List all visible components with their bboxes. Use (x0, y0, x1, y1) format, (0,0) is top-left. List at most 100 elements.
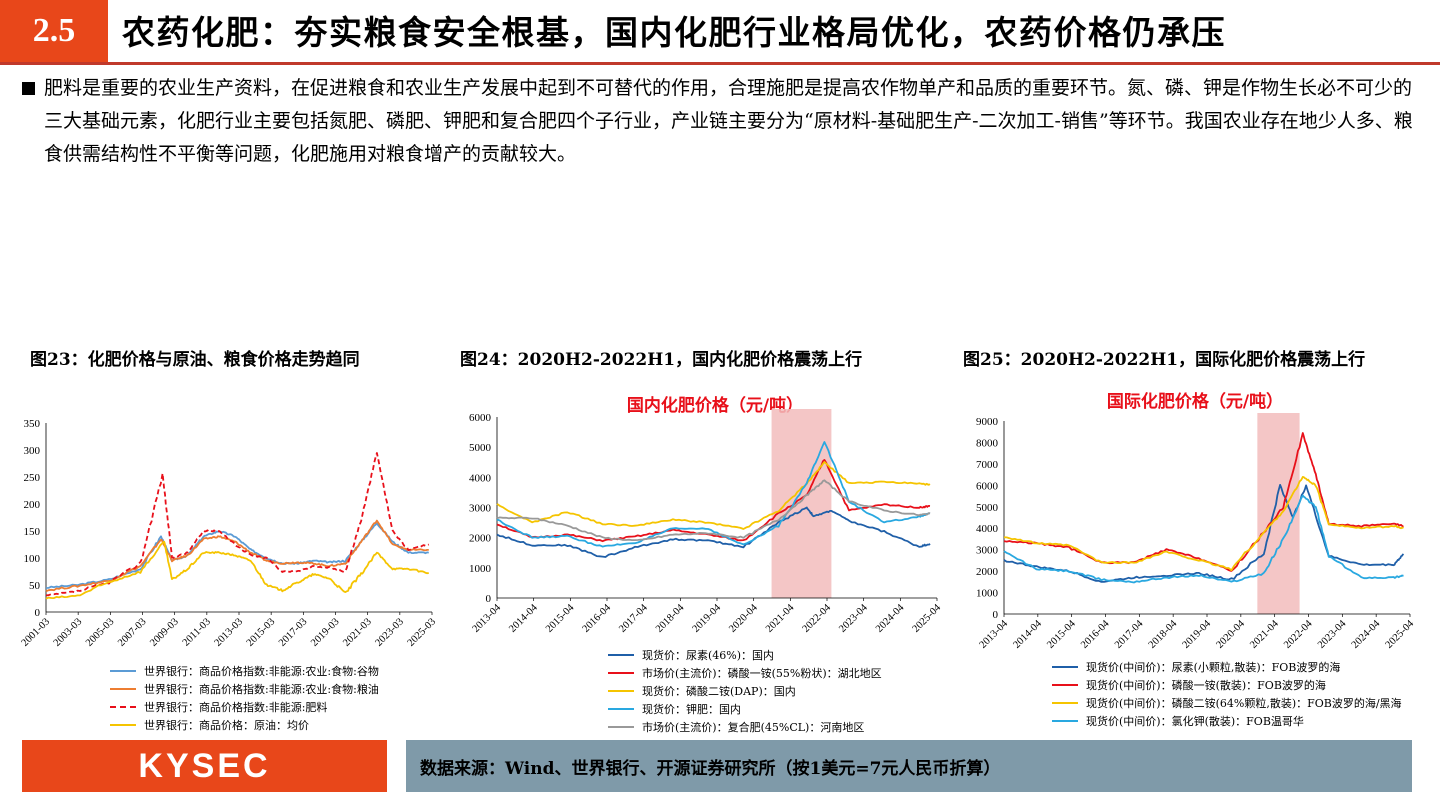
legend-label: 世界银行：商品价格指数:非能源:肥料 (144, 701, 328, 714)
legend-swatch (608, 708, 634, 710)
legend-item: 世界银行：商品价格指数:非能源:肥料 (110, 698, 379, 716)
legend-swatch (110, 724, 136, 726)
legend-item: 世界银行：商品价格指数:非能源:农业:食物:谷物 (110, 662, 379, 680)
y-tick-label: 0 (35, 607, 41, 619)
y-tick-label: 3000 (976, 545, 999, 557)
legend-item: 世界银行：商品价格：原油：均价 (110, 716, 379, 734)
x-tick-label: 2024-04 (1350, 618, 1383, 651)
x-tick-label: 2020-04 (727, 602, 760, 635)
y-tick-label: 6000 (469, 412, 492, 424)
y-tick-label: 6000 (976, 480, 999, 492)
y-tick-label: 250 (24, 472, 41, 484)
y-tick-label: 8000 (976, 437, 999, 449)
x-tick-label: 2009-03 (148, 616, 181, 649)
legend-swatch (608, 654, 634, 656)
x-tick-label: 2021-03 (341, 616, 374, 649)
x-tick-label: 2007-03 (116, 616, 149, 649)
y-tick-label: 2000 (469, 533, 492, 545)
x-tick-label: 2019-03 (309, 616, 342, 649)
legend-label: 现货价(中间价)：氯化钾(散装)：FOB温哥华 (1086, 715, 1304, 728)
legend-swatch (110, 688, 136, 690)
x-tick-label: 2023-03 (373, 616, 406, 649)
series-line-4 (496, 441, 931, 548)
page-header: 2.5 农药化肥：夯实粮食安全根基，国内化肥行业格局优化，农药价格仍承压 (0, 0, 1440, 62)
legend-label: 现货价(中间价)：尿素(小颗粒,散装)：FOB波罗的海 (1086, 661, 1341, 674)
series-line-1 (1003, 484, 1405, 583)
y-tick-label: 50 (29, 580, 41, 592)
header-rule (0, 62, 1440, 65)
x-tick-label: 2016-04 (581, 602, 614, 635)
figure24-title: 图24：2020H2-2022H1，国内化肥价格震荡上行 (460, 350, 863, 370)
legend-swatch (608, 672, 634, 674)
kysec-logo: KYSEC (22, 740, 387, 792)
square-bullet-icon (22, 82, 35, 95)
y-tick-label: 150 (24, 526, 41, 538)
y-tick-label: 1000 (469, 563, 492, 575)
figure25-title: 图25：2020H2-2022H1，国际化肥价格震荡上行 (963, 350, 1366, 370)
y-tick-label: 350 (24, 418, 41, 430)
series-line-4 (1003, 494, 1404, 584)
x-tick-label: 2014-04 (507, 602, 540, 635)
x-tick-label: 2021-04 (764, 602, 797, 635)
legend-label: 世界银行：商品价格指数:非能源:农业:食物:粮油 (144, 683, 379, 696)
x-tick-label: 2018-04 (1147, 618, 1180, 651)
legend-item: 现货价(中间价)：氯化钾(散装)：FOB温哥华 (1052, 712, 1402, 730)
legend-swatch (608, 726, 634, 728)
x-tick-label: 2017-04 (617, 602, 650, 635)
legend-chart25: 现货价(中间价)：尿素(小颗粒,散装)：FOB波罗的海 现货价(中间价)：磷酸一铵… (1052, 658, 1402, 730)
x-tick-label: 2011-03 (181, 616, 213, 648)
chart-title: 国际化肥价格（元/吨） (1107, 391, 1283, 412)
legend-item: 现货价：尿素(46%)：国内 (608, 646, 882, 664)
legend-swatch (1052, 666, 1078, 668)
x-tick-label: 2019-04 (691, 602, 724, 635)
x-tick-label: 2023-04 (837, 602, 870, 635)
x-tick-label: 2015-03 (245, 616, 278, 649)
y-tick-label: 5000 (469, 442, 492, 454)
legend-item: 世界银行：商品价格指数:非能源:农业:食物:粮油 (110, 680, 379, 698)
series-line-4 (45, 540, 429, 600)
legend-label: 市场价(主流价)：磷酸一铵(55%粉状)：湖北地区 (642, 667, 882, 680)
y-tick-label: 5000 (976, 502, 999, 514)
section-number: 2.5 (0, 0, 108, 62)
highlight-period (771, 409, 832, 598)
y-tick-label: 7000 (976, 459, 999, 471)
series-line-3 (1003, 476, 1405, 572)
x-tick-label: 2017-03 (277, 616, 310, 649)
chart-domestic-fertilizer: 国内化肥价格（元/吨） 0 1000 2000 3000 4000 5000 6000 2013… (469, 395, 944, 635)
y-tick-label: 0 (486, 593, 492, 605)
page-footer: KYSEC 数据来源：Wind、世界银行、开源证券研究所（按1美元=7元人民币折… (0, 740, 1440, 810)
series-line-3 (496, 461, 931, 530)
data-source: 数据来源：Wind、世界银行、开源证券研究所（按1美元=7元人民币折算） (406, 740, 1412, 792)
series-line-3 (45, 452, 430, 597)
paragraph-text: 肥料是重要的农业生产资料，在促进粮食和农业生产发展中起到不可替代的作用，合理施肥… (44, 77, 1413, 165)
x-tick-label: 2015-04 (1045, 618, 1078, 651)
legend-item: 现货价：磷酸二铵(DAP)：国内 (608, 682, 882, 700)
x-tick-label: 2025-03 (406, 616, 439, 649)
legend-swatch (608, 690, 634, 692)
x-tick-label: 2016-04 (1079, 618, 1112, 651)
x-tick-label: 2017-04 (1113, 618, 1146, 651)
legend-label: 世界银行：商品价格：原油：均价 (144, 719, 309, 732)
x-tick-label: 2014-04 (1011, 618, 1044, 651)
chart-title: 国内化肥价格（元/吨） (627, 395, 803, 416)
legend-swatch (110, 670, 136, 672)
y-tick-label: 3000 (469, 503, 492, 515)
legend-chart24: 现货价：尿素(46%)：国内市场价(主流价)：磷酸一铵(55%粉状)：湖北地区现… (608, 646, 882, 736)
y-tick-label: 9000 (976, 416, 999, 428)
chart-international-fertilizer: 国际化肥价格（元/吨） 0 1000 2000 3000 4000 5000 6000 7000… (976, 391, 1417, 651)
legend-item: 现货价(中间价)：尿素(小颗粒,散装)：FOB波罗的海 (1052, 658, 1402, 676)
legend-item: 现货价(中间价)：磷酸二铵(64%颗粒,散装)：FOB波罗的海/黑海 (1052, 694, 1402, 712)
intro-paragraph: 肥料是重要的农业生产资料，在促进粮食和农业生产发展中起到不可替代的作用，合理施肥… (22, 72, 1427, 171)
x-tick-label: 2020-04 (1214, 618, 1247, 651)
legend-item: 市场价(主流价)：磷酸一铵(55%粉状)：湖北地区 (608, 664, 882, 682)
legend-item: 市场价(主流价)：复合肥(45%CL)：河南地区 (608, 718, 882, 736)
legend-label: 世界银行：商品价格指数:非能源:农业:食物:谷物 (144, 665, 379, 678)
page-title: 农药化肥：夯实粮食安全根基，国内化肥行业格局优化，农药价格仍承压 (122, 13, 1226, 52)
series-line-5 (496, 479, 931, 541)
x-tick-label: 2005-03 (84, 616, 117, 649)
x-tick-label: 2024-04 (874, 602, 907, 635)
legend-label: 现货价(中间价)：磷酸一铵(散装)：FOB波罗的海 (1086, 679, 1326, 692)
legend-swatch (1052, 702, 1078, 704)
y-tick-label: 100 (24, 553, 41, 565)
y-tick-label: 300 (24, 445, 41, 457)
